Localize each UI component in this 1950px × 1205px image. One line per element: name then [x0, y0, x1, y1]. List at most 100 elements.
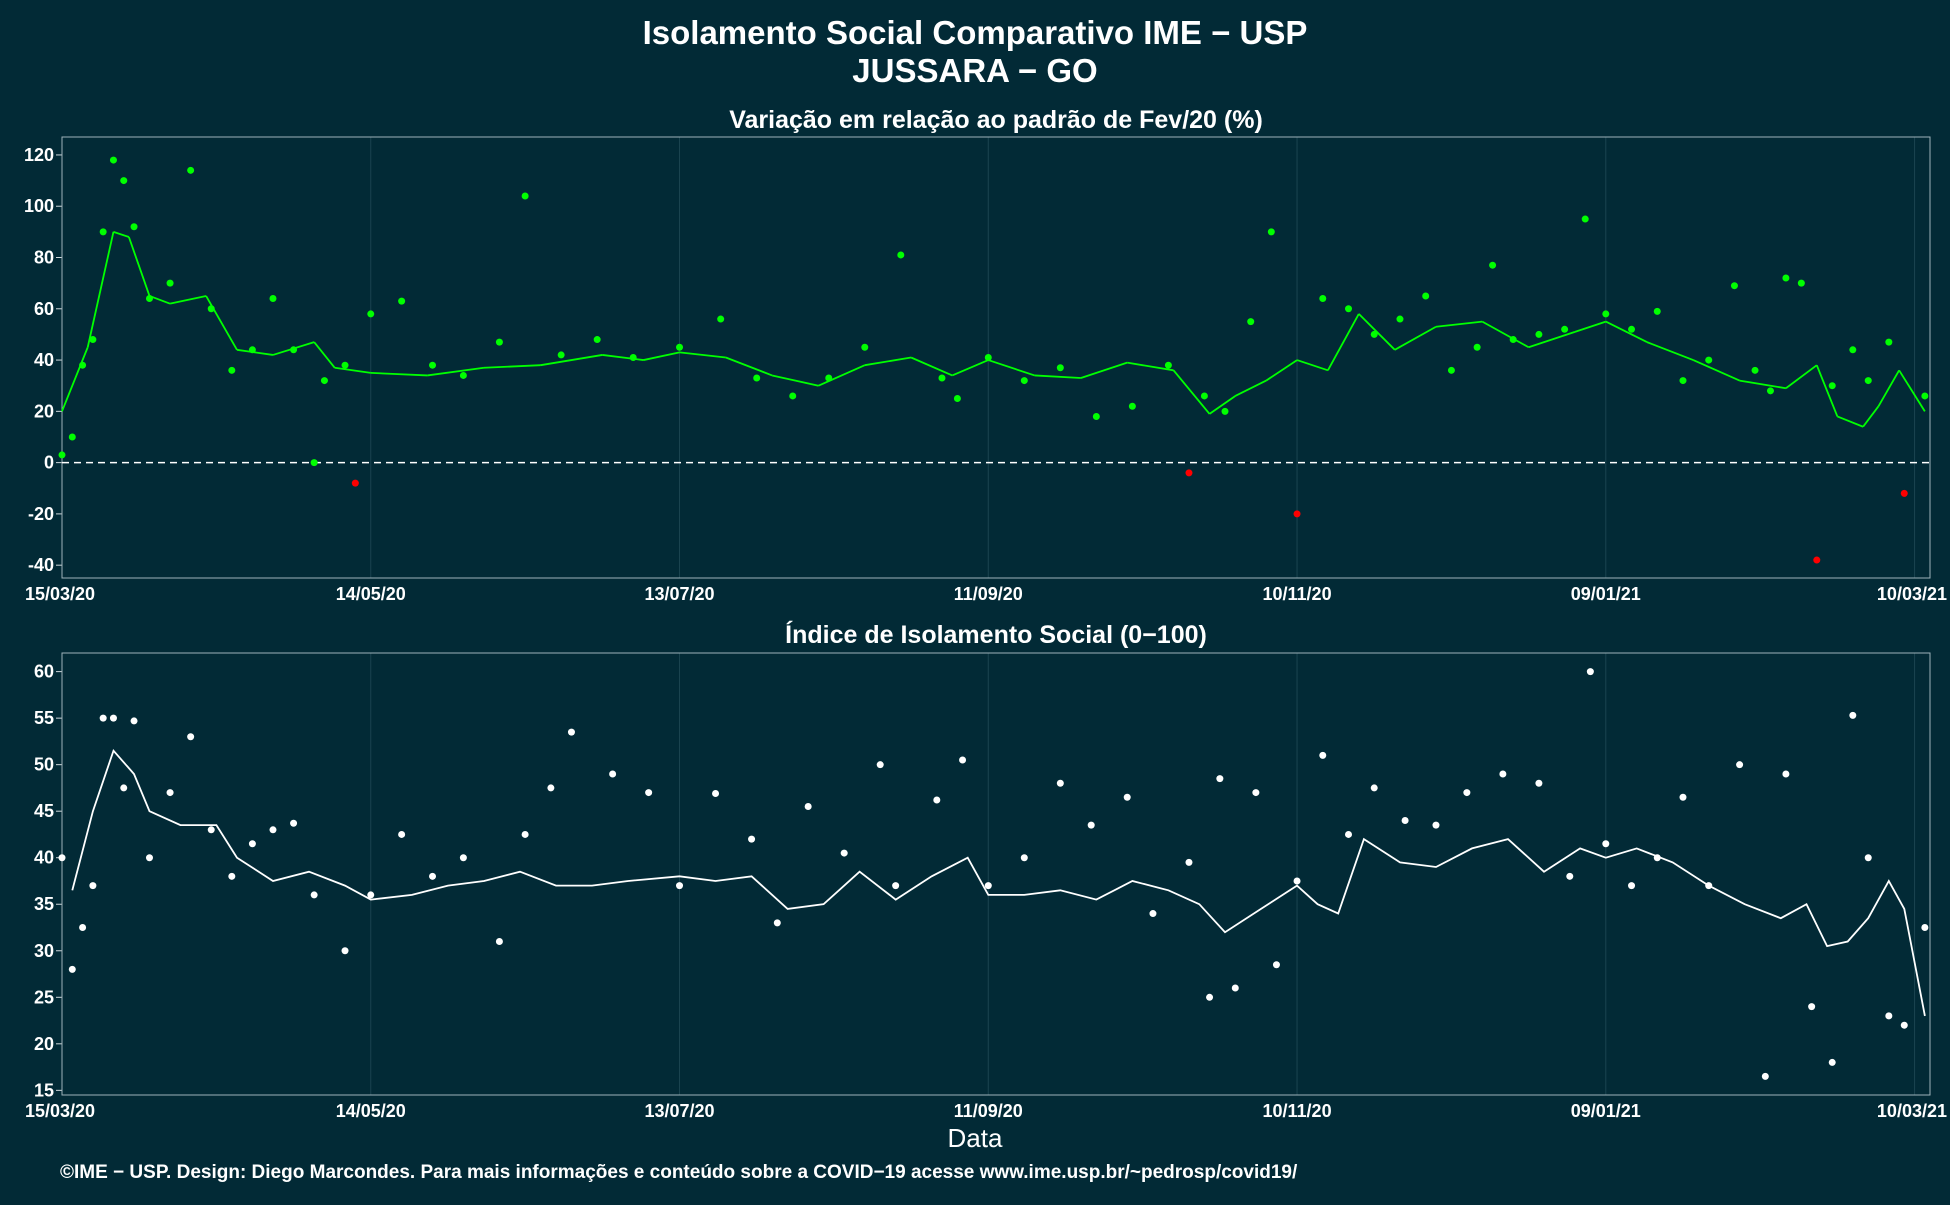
data-point — [897, 251, 905, 259]
data-point — [1401, 816, 1409, 824]
data-point — [367, 891, 375, 899]
data-point — [1761, 1072, 1769, 1080]
moving-average-segment — [643, 351, 680, 361]
data-point — [953, 395, 961, 403]
x-axis-label: Data — [948, 1123, 1003, 1153]
data-point — [1087, 821, 1095, 829]
data-point — [1422, 292, 1430, 300]
data-point — [1293, 877, 1301, 885]
y-tick-label: 120 — [24, 145, 54, 165]
data-point — [753, 374, 761, 382]
data-point — [1679, 377, 1687, 385]
data-point — [1473, 343, 1481, 351]
data-point — [1396, 315, 1404, 323]
footer-credit: ©IME − USP. Design: Diego Marcondes. Par… — [60, 1162, 1298, 1183]
data-point — [1566, 872, 1574, 880]
y-tick-label: 35 — [34, 894, 54, 914]
y-tick-label: 20 — [34, 401, 54, 421]
data-point — [876, 761, 884, 769]
data-point — [1319, 751, 1327, 759]
x-tick-label: 11/09/20 — [954, 1101, 1023, 1121]
data-point — [58, 854, 66, 862]
moving-average-segment — [540, 354, 603, 367]
moving-average-segment — [334, 366, 371, 374]
data-point — [89, 882, 97, 890]
data-point — [1705, 356, 1713, 364]
data-point — [248, 840, 256, 848]
moving-average-segment — [1528, 331, 1576, 349]
data-point — [248, 346, 256, 354]
data-point — [1602, 840, 1610, 848]
moving-average-segment — [1862, 405, 1880, 428]
moving-average-segment — [1605, 320, 1648, 343]
moving-average-segment — [771, 374, 819, 387]
data-point — [789, 392, 797, 400]
moving-average-segment — [1739, 379, 1787, 390]
data-point — [120, 177, 128, 185]
moving-average-segment — [1574, 320, 1607, 333]
data-point — [429, 361, 437, 369]
data-point — [557, 351, 565, 359]
moving-average-segment — [910, 356, 953, 377]
y-tick-label: 55 — [34, 708, 54, 728]
y-tick-label: 0 — [44, 453, 54, 473]
data-point — [1628, 325, 1636, 333]
data-point — [367, 310, 375, 318]
data-point — [130, 223, 138, 231]
x-tick-label: 10/11/20 — [1263, 584, 1332, 604]
y-tick-label: 80 — [34, 248, 54, 268]
y-tick-label: -20 — [28, 504, 54, 524]
moving-average-segment — [128, 236, 151, 297]
x-tick-label: 14/05/20 — [336, 1101, 406, 1121]
data-point — [748, 835, 756, 843]
data-point — [1766, 387, 1774, 395]
data-point — [1216, 775, 1224, 783]
data-point — [547, 784, 555, 792]
main-subtitle: JUSSARA − GO — [852, 52, 1097, 89]
data-point — [1751, 366, 1759, 374]
data-point — [1736, 761, 1744, 769]
moving-average-segment — [427, 366, 485, 377]
moving-average-segment — [1815, 364, 1839, 417]
moving-average-segment — [1646, 341, 1694, 361]
data-point — [1272, 961, 1280, 969]
data-point — [187, 733, 195, 741]
y-tick-label: 50 — [34, 755, 54, 775]
data-point — [495, 338, 503, 346]
x-tick-label: 09/01/21 — [1571, 584, 1641, 604]
data-point — [166, 279, 174, 287]
data-point — [1653, 307, 1661, 315]
data-point — [341, 361, 349, 369]
data-point — [609, 770, 617, 778]
data-point — [1221, 407, 1229, 415]
y-tick-label: 100 — [24, 196, 54, 216]
data-point — [207, 305, 215, 313]
data-point — [79, 361, 87, 369]
moving-average-segment — [1481, 320, 1530, 349]
panel-2: Índice de Isolamento Social (0−100) 15/03… — [25, 620, 1947, 1121]
y-tick-label: 60 — [34, 299, 54, 319]
x-tick-label: 14/05/20 — [336, 584, 406, 604]
data-point — [1885, 338, 1893, 346]
y-tick-label: 40 — [34, 848, 54, 868]
data-point — [629, 354, 637, 361]
data-point — [959, 756, 967, 764]
data-point — [228, 872, 236, 880]
moving-average-line — [71, 748, 1926, 1017]
y-tick-label: 45 — [34, 801, 54, 821]
moving-average-segment — [86, 231, 115, 348]
data-point — [1252, 789, 1260, 797]
data-point — [825, 374, 833, 382]
data-point — [1185, 858, 1193, 866]
data-point — [320, 377, 328, 385]
moving-average-segment — [61, 346, 89, 412]
panel-title: Variação em relação ao padrão de Fev/20 … — [729, 106, 1263, 134]
moving-average-segment — [313, 341, 336, 369]
moving-average-segment — [864, 356, 912, 367]
x-tick-label: 11/09/20 — [954, 584, 1023, 604]
data-point — [1586, 668, 1594, 676]
x-tick-label: 13/07/20 — [644, 584, 714, 604]
data-point — [1900, 489, 1908, 497]
data-point — [109, 714, 117, 722]
